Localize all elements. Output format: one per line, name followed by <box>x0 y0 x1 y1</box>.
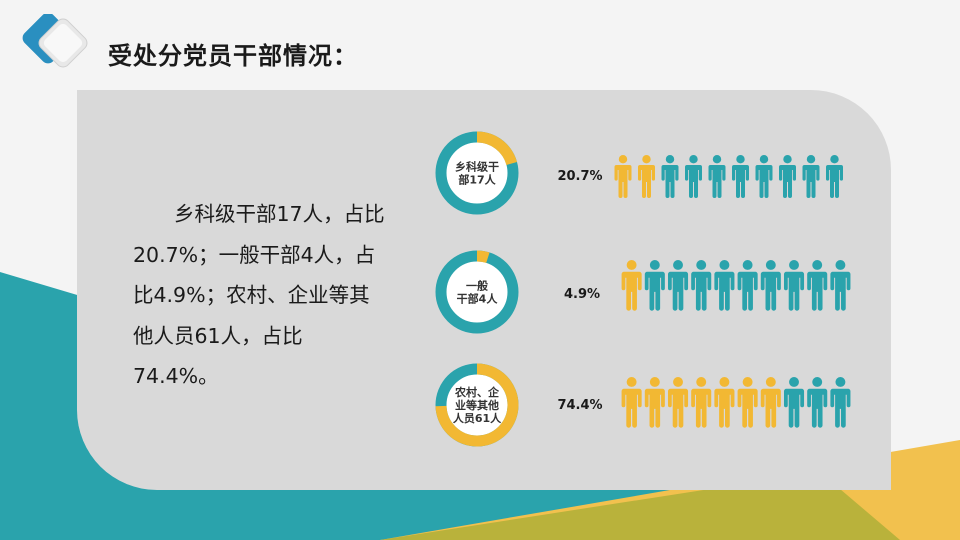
person-icon <box>737 260 758 311</box>
donut-slice-1 <box>435 131 519 215</box>
person-icon <box>644 377 665 428</box>
person-icon <box>691 260 712 311</box>
person-icon <box>802 155 820 198</box>
chart-row-2: 一般干部4人 4.9% <box>435 250 851 334</box>
donut-slice-3 <box>435 363 519 447</box>
logo-icon <box>22 14 88 68</box>
person-icon <box>644 260 665 311</box>
person-icon <box>760 377 781 428</box>
chart-row-1: 乡科级干部17人 20.7% <box>435 131 843 215</box>
person-icon <box>826 155 843 198</box>
percent-label-2: 4.9% <box>564 287 600 302</box>
person-icon <box>807 260 828 311</box>
person-icon <box>807 377 828 428</box>
percent-label-1: 20.7% <box>557 169 602 184</box>
person-icon <box>667 260 689 311</box>
description-text: 乡科级干部17人，占比20.7%；一般干部4人，占比4.9%；农村、企业等其他人… <box>133 202 385 388</box>
person-icon <box>714 260 735 311</box>
person-icon <box>708 155 726 198</box>
person-icon <box>638 155 655 198</box>
person-icon <box>755 155 773 198</box>
person-icon <box>830 260 851 311</box>
person-icon <box>661 155 679 198</box>
person-icon <box>760 260 781 311</box>
person-icon <box>737 377 758 428</box>
person-icon <box>685 155 702 198</box>
person-icon <box>830 377 851 428</box>
person-icon <box>732 155 749 198</box>
donut-label-3: 农村、企业等其他人员61人 <box>453 385 502 425</box>
person-icon <box>614 155 632 198</box>
person-icon <box>621 377 642 428</box>
donut-label-1: 乡科级干部17人 <box>455 160 499 187</box>
person-icon <box>779 155 796 198</box>
person-icon <box>691 377 712 428</box>
percent-label-3: 74.4% <box>557 398 602 413</box>
person-icon <box>783 377 805 428</box>
donut-label-2: 一般干部4人 <box>457 279 499 306</box>
donut-slice-2 <box>435 250 519 334</box>
person-icon <box>783 260 805 311</box>
person-icon <box>714 377 735 428</box>
page-title: 受处分党员干部情况： <box>108 42 358 70</box>
person-icon <box>621 260 642 311</box>
chart-row-3: 农村、企业等其他人员61人 74.4% <box>435 363 851 447</box>
person-icon <box>667 377 689 428</box>
